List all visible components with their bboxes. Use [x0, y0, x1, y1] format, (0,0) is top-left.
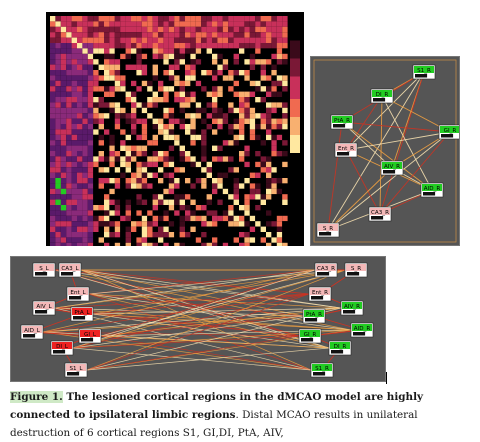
matrix-highlight-cell: [60, 188, 67, 195]
bilateral-left-node-label: Ent_L: [70, 290, 86, 296]
bilateral-right-node[interactable]: AID_R: [350, 322, 374, 338]
bilateral-right-node[interactable]: S_R: [344, 262, 368, 278]
bilateral-left-node[interactable]: GI_L: [78, 328, 102, 344]
bilateral-left-node[interactable]: DI_L: [50, 340, 74, 356]
bilateral-right-node[interactable]: PtA_R: [302, 308, 326, 324]
right-network-node[interactable]: CA3_R: [368, 206, 392, 222]
bilateral-left-node[interactable]: AID_L: [20, 324, 44, 340]
bilateral-left-node[interactable]: Ent_L: [66, 286, 90, 302]
right-network-node[interactable]: S1_R: [412, 64, 436, 80]
bilateral-right-node-label: S_R: [351, 266, 361, 272]
bilateral-left-node-label: PtA_L: [74, 310, 90, 316]
bilateral-right-node-label: AIV_R: [344, 304, 360, 310]
bilateral-right-node-label: DI_R: [334, 344, 347, 350]
right-network-node-label: GI_R: [444, 128, 457, 134]
text-cursor: [386, 372, 387, 384]
bilateral-network-graph: S_L CA3_L Ent_L AIV_L PtA_L AID_L GI_L DI_L S1_L…: [20, 262, 374, 378]
bilateral-right-node-label: S1_R: [315, 366, 329, 372]
right-network-node-label: AIV_R: [384, 164, 400, 170]
bilateral-right-node[interactable]: S1_R: [310, 362, 334, 378]
bilateral-left-node[interactable]: AIV_L: [32, 300, 56, 316]
matrix-highlight-cell: [55, 183, 61, 189]
right-network-node-label: S_R: [323, 226, 333, 232]
matrix-highlight-cell: [55, 199, 61, 205]
right-network-node[interactable]: AID_R: [420, 182, 444, 198]
caption-bold-text: The lesioned cortical regions in the dMC…: [10, 391, 424, 421]
right-network-node[interactable]: Ent_R: [334, 142, 358, 158]
right-network-node[interactable]: PtA_R: [330, 114, 354, 130]
bilateral-right-node[interactable]: Ent_R: [308, 286, 332, 302]
bilateral-network: S_L CA3_L Ent_L AIV_L PtA_L AID_L GI_L DI_L S1_L…: [10, 256, 386, 382]
bilateral-right-node-label: PtA_R: [306, 312, 322, 318]
matrix-heatmap: [50, 16, 300, 254]
bilateral-right-node[interactable]: CA3_R: [314, 262, 338, 278]
connectivity-matrix: [46, 12, 304, 254]
figure-label: Figure 1.: [10, 391, 63, 403]
right-network-node-label: CA3_R: [371, 210, 389, 216]
right-network-node-label: AID_R: [424, 186, 441, 192]
bilateral-right-node[interactable]: AIV_R: [340, 300, 364, 316]
matrix-cells: [50, 16, 288, 254]
right-network-node-label: S1_R: [417, 68, 431, 74]
bilateral-right-node-label: Ent_R: [312, 290, 328, 296]
bilateral-left-node-label: S_L: [39, 266, 49, 272]
right-hemisphere-network: S1_R DI_R PtA_R GI_R Ent_R AIV_R AID_R CA3_R S_R: [310, 56, 462, 246]
right-network-node[interactable]: DI_R: [370, 88, 394, 104]
bilateral-left-node[interactable]: CA3_L: [58, 262, 82, 278]
matrix-highlight-cell: [55, 178, 61, 184]
bilateral-left-node-label: DI_L: [56, 344, 69, 350]
bilateral-left-node[interactable]: S1_L: [64, 362, 88, 378]
figure-caption: Figure 1. The lesioned cortical regions …: [10, 388, 472, 442]
right-network-node[interactable]: S_R: [316, 222, 340, 238]
bilateral-left-node-label: AIV_L: [36, 304, 52, 310]
bilateral-right-node[interactable]: GI_R: [298, 328, 322, 344]
bilateral-left-node[interactable]: PtA_L: [70, 306, 94, 322]
right-network-node-label: PtA_R: [334, 118, 350, 124]
bilateral-right-node-label: AID_R: [354, 326, 371, 332]
bilateral-left-node[interactable]: S_L: [32, 262, 56, 278]
bilateral-right-node-label: GI_R: [304, 332, 317, 338]
right-network-node[interactable]: AIV_R: [380, 160, 404, 176]
bilateral-left-node-label: AID_L: [24, 328, 41, 334]
bilateral-right-node[interactable]: DI_R: [328, 340, 352, 356]
bilateral-left-node-label: CA3_L: [61, 266, 79, 272]
right-network-edges: [313, 59, 457, 243]
matrix-legend: [290, 18, 300, 153]
right-network-node-label: Ent_R: [338, 146, 354, 152]
right-network-graph: S1_R DI_R PtA_R GI_R Ent_R AIV_R AID_R CA3_R S_R: [313, 59, 462, 243]
bilateral-left-node-label: S1_L: [69, 366, 83, 372]
bilateral-left-node-label: GI_L: [84, 332, 97, 338]
right-network-node-label: DI_R: [376, 92, 389, 98]
right-network-node[interactable]: GI_R: [438, 124, 462, 140]
matrix-highlight-cell: [60, 205, 67, 211]
bilateral-right-node-label: CA3_R: [317, 266, 335, 272]
